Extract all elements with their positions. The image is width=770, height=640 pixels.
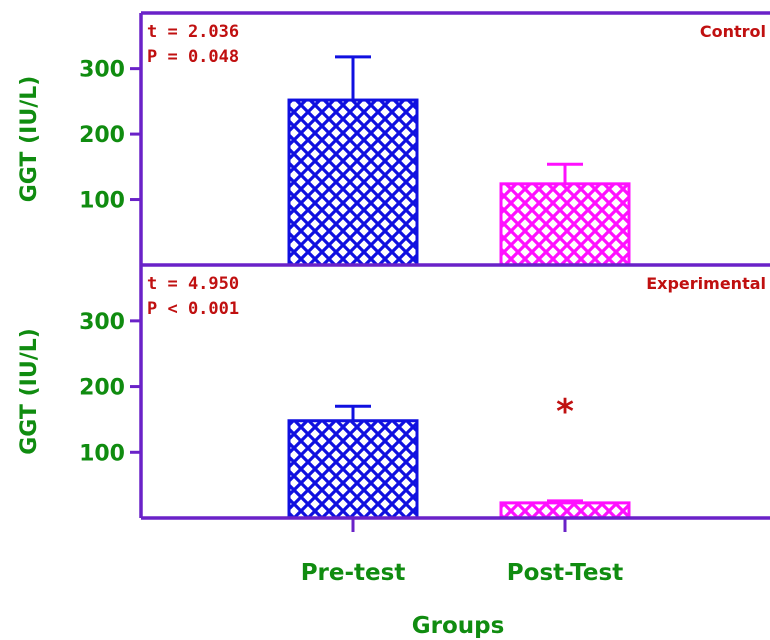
panel-2-bar-2 — [499, 501, 631, 520]
panel-1-y-tick-label-3: 300 — [79, 58, 125, 83]
panel-1-y-tick-label-2: 200 — [79, 123, 125, 148]
x-tick-label-pre-test: Pre-test — [301, 560, 406, 586]
panel-2-y-tick-label-2: 200 — [79, 376, 125, 401]
panel-1-group-label: Control — [700, 22, 766, 41]
panel-1-y-axis-title: GGT (IU/L) — [17, 76, 42, 203]
panel-2-group-label: Experimental — [646, 274, 766, 293]
panel-1-y-tick-label-1: 100 — [79, 189, 125, 214]
panel-2-stat-1: t = 4.950 — [147, 274, 239, 294]
panel-2-significance-marker: * — [556, 392, 574, 432]
x-tick-label-post-test: Post-Test — [507, 560, 623, 586]
panel-1-bar-1 — [287, 98, 419, 267]
panel-2-y-axis-title: GGT (IU/L) — [17, 328, 42, 455]
panel-2-bar-1 — [287, 419, 419, 520]
panel-1-bar-2 — [499, 182, 631, 267]
panel-2-y-tick-label-3: 300 — [79, 310, 125, 335]
panel-2-y-tick-label-1: 100 — [79, 441, 125, 466]
panel-2-stat-2: P < 0.001 — [147, 299, 239, 319]
panel-1-stat-1: t = 2.036 — [147, 22, 239, 42]
panel-1-stat-2: P = 0.048 — [147, 47, 239, 67]
x-axis-title: Groups — [412, 613, 505, 639]
